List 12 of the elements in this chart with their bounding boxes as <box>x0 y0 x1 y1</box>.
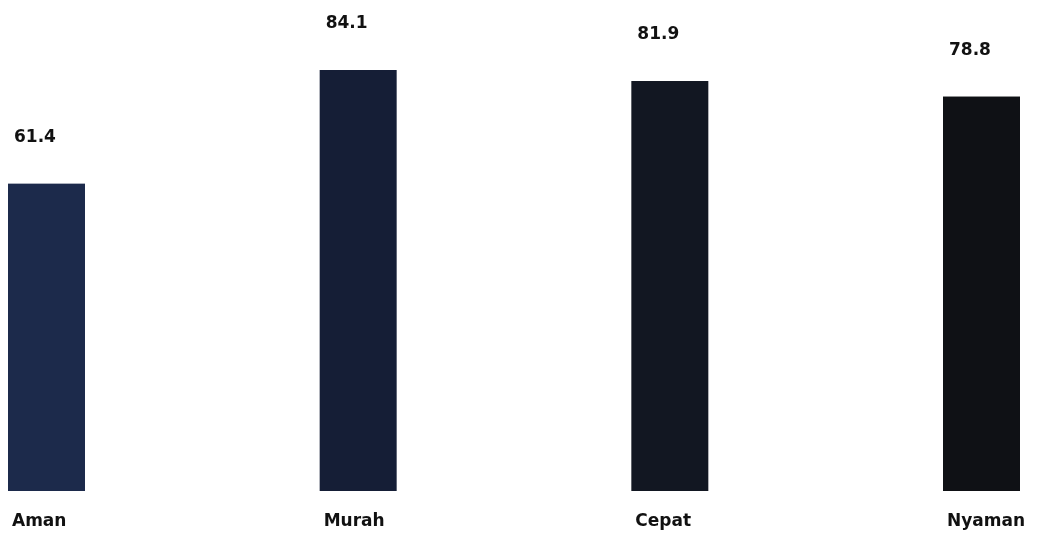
data-label: 61.4 <box>14 125 57 146</box>
data-label: 84.1 <box>325 12 368 32</box>
x-tick-label: Murah <box>323 510 385 530</box>
data-label: 78.8 <box>949 38 991 59</box>
bar <box>631 81 709 491</box>
bar <box>319 70 397 491</box>
data-label: 81.9 <box>637 23 680 44</box>
x-tick-label: Nyaman <box>947 510 1026 530</box>
x-tick-label: Cepat <box>635 510 692 530</box>
x-tick-label: Aman <box>12 510 67 530</box>
bar <box>8 183 85 491</box>
bar <box>943 96 1020 491</box>
